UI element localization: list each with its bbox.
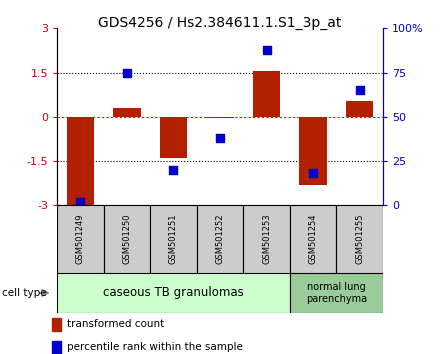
Text: GSM501255: GSM501255 <box>355 214 364 264</box>
Bar <box>150 205 197 273</box>
Bar <box>57 205 104 273</box>
Point <box>216 135 224 141</box>
Bar <box>57 273 290 313</box>
Text: GSM501254: GSM501254 <box>308 214 318 264</box>
Point <box>124 70 131 75</box>
Point <box>356 87 363 93</box>
Bar <box>113 108 141 117</box>
Text: GSM501252: GSM501252 <box>216 214 224 264</box>
Bar <box>345 101 374 117</box>
Text: GSM501250: GSM501250 <box>122 214 132 264</box>
Bar <box>299 117 327 185</box>
Bar <box>253 71 280 117</box>
Text: percentile rank within the sample: percentile rank within the sample <box>67 342 243 352</box>
Point <box>309 171 316 176</box>
Point <box>170 167 177 173</box>
Text: cell type: cell type <box>2 288 47 298</box>
Text: caseous TB granulomas: caseous TB granulomas <box>103 286 244 299</box>
Bar <box>160 117 187 158</box>
Bar <box>206 117 234 118</box>
Text: GSM501249: GSM501249 <box>76 214 85 264</box>
Bar <box>243 205 290 273</box>
Text: normal lung
parenchyma: normal lung parenchyma <box>306 282 367 304</box>
Bar <box>52 318 61 331</box>
Text: GDS4256 / Hs2.384611.1.S1_3p_at: GDS4256 / Hs2.384611.1.S1_3p_at <box>98 16 342 30</box>
Bar <box>290 273 383 313</box>
Bar <box>104 205 150 273</box>
Text: GSM501251: GSM501251 <box>169 214 178 264</box>
Bar <box>336 205 383 273</box>
Text: transformed count: transformed count <box>67 319 165 329</box>
Bar <box>197 205 243 273</box>
Bar <box>66 117 95 205</box>
Bar <box>290 205 336 273</box>
Point <box>77 199 84 205</box>
Bar <box>52 341 61 354</box>
Point <box>263 47 270 52</box>
Text: GSM501253: GSM501253 <box>262 213 271 264</box>
